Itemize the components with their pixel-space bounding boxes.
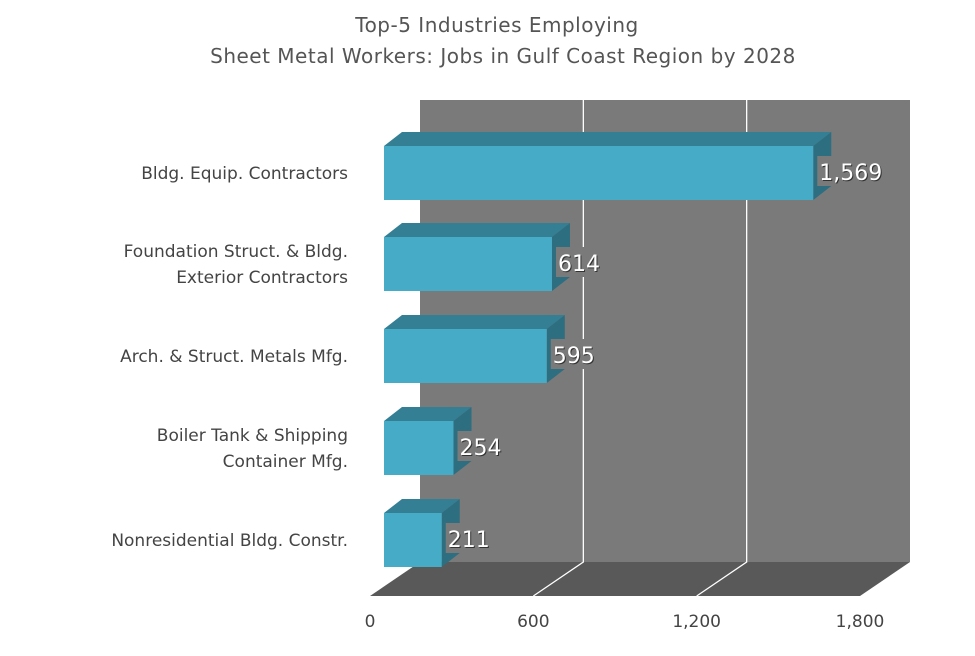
bar bbox=[384, 329, 547, 383]
x-tick-label: 1,200 bbox=[672, 612, 721, 632]
data-label-background bbox=[457, 431, 503, 461]
bar-group: 614 bbox=[384, 223, 601, 291]
category-label: Nonresidential Bldg. Constr. bbox=[111, 531, 348, 551]
bar-group: 211 bbox=[384, 499, 491, 567]
data-label: 1,569 bbox=[819, 161, 882, 186]
x-tick-label: 0 bbox=[365, 612, 376, 632]
bar-group: 1,569 bbox=[384, 132, 889, 200]
category-label: Arch. & Struct. Metals Mfg. bbox=[120, 347, 348, 367]
bar-top bbox=[384, 315, 565, 329]
category-label: Container Mfg. bbox=[223, 452, 348, 472]
x-tick-label: 1,800 bbox=[836, 612, 885, 632]
bar-top bbox=[384, 499, 460, 513]
data-label-background bbox=[555, 247, 601, 277]
gridline bbox=[696, 100, 748, 597]
bar-group: 595 bbox=[384, 315, 596, 383]
data-label: 211 bbox=[448, 528, 490, 553]
data-label: 254 bbox=[459, 436, 501, 461]
chart-title-line-1: Top-5 Industries Employing bbox=[354, 13, 639, 37]
category-label: Bldg. Equip. Contractors bbox=[141, 164, 348, 184]
chart-title-line-2: Sheet Metal Workers: Jobs in Gulf Coast … bbox=[210, 44, 796, 68]
bar bbox=[384, 237, 552, 291]
bar-top bbox=[384, 223, 570, 237]
floor bbox=[370, 562, 910, 596]
bar bbox=[384, 421, 454, 475]
bar bbox=[384, 513, 442, 567]
bar-group: 254 bbox=[384, 407, 503, 475]
category-label: Exterior Contractors bbox=[176, 268, 348, 288]
category-label: Boiler Tank & Shipping bbox=[157, 426, 348, 446]
data-label: 614 bbox=[558, 252, 600, 277]
category-label: Foundation Struct. & Bldg. bbox=[124, 242, 348, 262]
data-label-background bbox=[550, 339, 596, 369]
data-label-background bbox=[445, 523, 491, 553]
bar-top bbox=[384, 407, 472, 421]
back-wall bbox=[420, 100, 910, 562]
bar-top bbox=[384, 132, 832, 146]
bar bbox=[384, 146, 814, 200]
data-label-background bbox=[817, 156, 889, 186]
x-tick-label: 600 bbox=[517, 612, 549, 632]
data-label: 595 bbox=[553, 344, 595, 369]
